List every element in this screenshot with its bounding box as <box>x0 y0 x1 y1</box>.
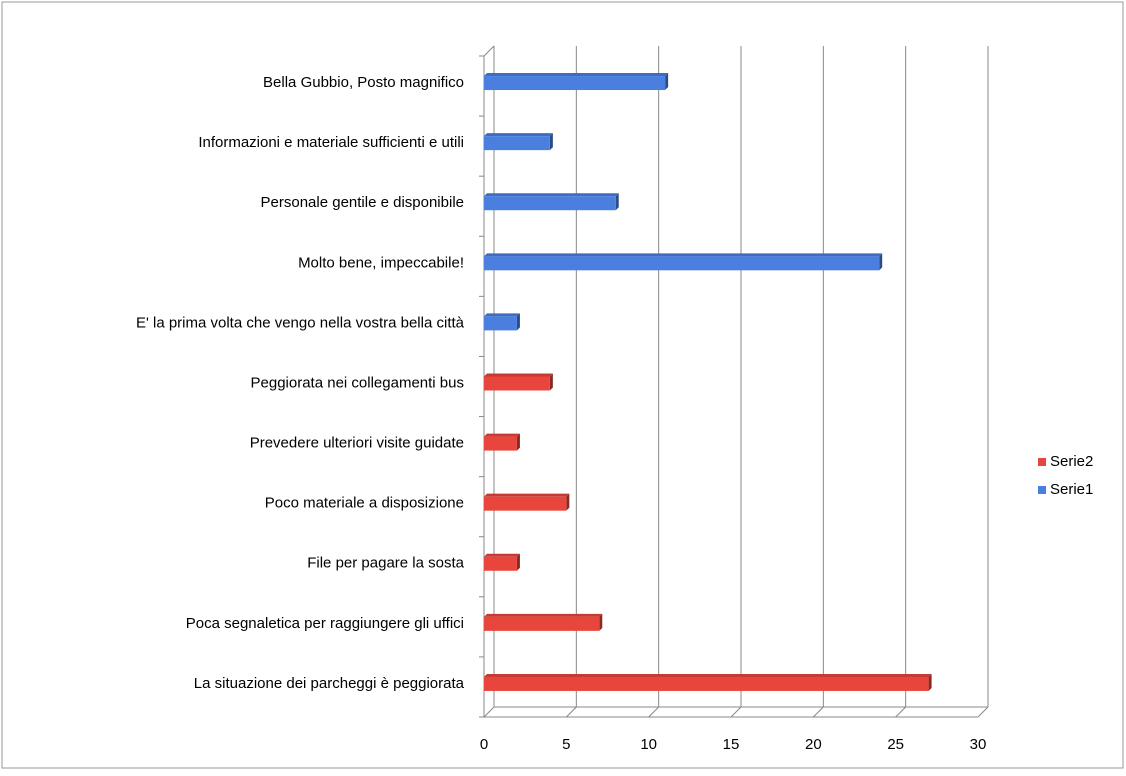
bar-side <box>928 673 932 691</box>
y-tick-label: E' la prima volta che vengo nella vostra… <box>136 314 465 331</box>
bar-side <box>566 493 570 511</box>
bar-side <box>516 433 520 451</box>
x-tick-label: 10 <box>640 736 657 753</box>
x-tick <box>977 706 989 718</box>
bar <box>484 496 567 511</box>
bar <box>484 256 880 271</box>
bar-top <box>484 133 553 137</box>
legend-label: Serie2 <box>1050 453 1093 470</box>
bar <box>484 316 517 331</box>
bar-top <box>484 673 932 677</box>
x-tick <box>895 706 907 718</box>
legend-swatch <box>1038 458 1046 466</box>
bar-top <box>484 253 883 257</box>
y-tick-label: Prevedere ulteriori visite guidate <box>250 435 464 452</box>
bar-side <box>615 193 619 211</box>
bar-side <box>516 553 520 571</box>
bar-side <box>549 373 553 391</box>
bar <box>484 76 666 91</box>
y-tick-label: La situazione dei parcheggi è peggiorata <box>194 675 465 692</box>
legend-label: Serie1 <box>1050 481 1093 498</box>
y-tick-label: Peggiorata nei collegamenti bus <box>251 374 464 391</box>
top-edge <box>483 45 495 57</box>
y-tick-label: Bella Gubbio, Posto magnifico <box>263 74 464 91</box>
y-tick-label: Informazioni e materiale sufficienti e u… <box>198 134 464 151</box>
x-tick <box>483 706 495 718</box>
x-tick-label: 5 <box>562 736 570 753</box>
x-tick <box>730 706 742 718</box>
bar-top <box>484 613 603 617</box>
x-tick <box>648 706 660 718</box>
bar <box>484 376 550 391</box>
bar-top <box>484 433 520 437</box>
bar <box>484 436 517 451</box>
bar-top <box>484 553 520 557</box>
y-tick-label: Poca segnaletica per raggiungere gli uff… <box>186 615 464 632</box>
y-tick-label: Poco materiale a disposizione <box>265 495 464 512</box>
bar <box>484 556 517 571</box>
x-tick-label: 30 <box>970 736 987 753</box>
bar <box>484 136 550 151</box>
bar-top <box>484 193 619 197</box>
x-tick-label: 15 <box>723 736 740 753</box>
bar <box>484 676 929 691</box>
bar-side <box>879 253 883 271</box>
y-tick-label: File per pagare la sosta <box>307 555 464 572</box>
bar-side <box>599 613 603 631</box>
bar-top <box>484 493 570 497</box>
legend-swatch <box>1038 486 1046 494</box>
x-tick-label: 0 <box>480 736 488 753</box>
x-tick-label: 20 <box>805 736 822 753</box>
x-tick <box>565 706 577 718</box>
bar-top <box>484 373 553 377</box>
bar-side <box>665 73 669 91</box>
y-tick-label: Molto bene, impeccabile! <box>298 254 464 271</box>
bar <box>484 616 600 631</box>
bar <box>484 196 616 211</box>
bar-side <box>549 133 553 151</box>
bar-top <box>484 313 520 317</box>
y-tick-label: Personale gentile e disponibile <box>261 194 464 211</box>
x-tick-label: 25 <box>887 736 904 753</box>
bar-side <box>516 313 520 331</box>
x-tick <box>812 706 824 718</box>
bar-top <box>484 73 669 77</box>
